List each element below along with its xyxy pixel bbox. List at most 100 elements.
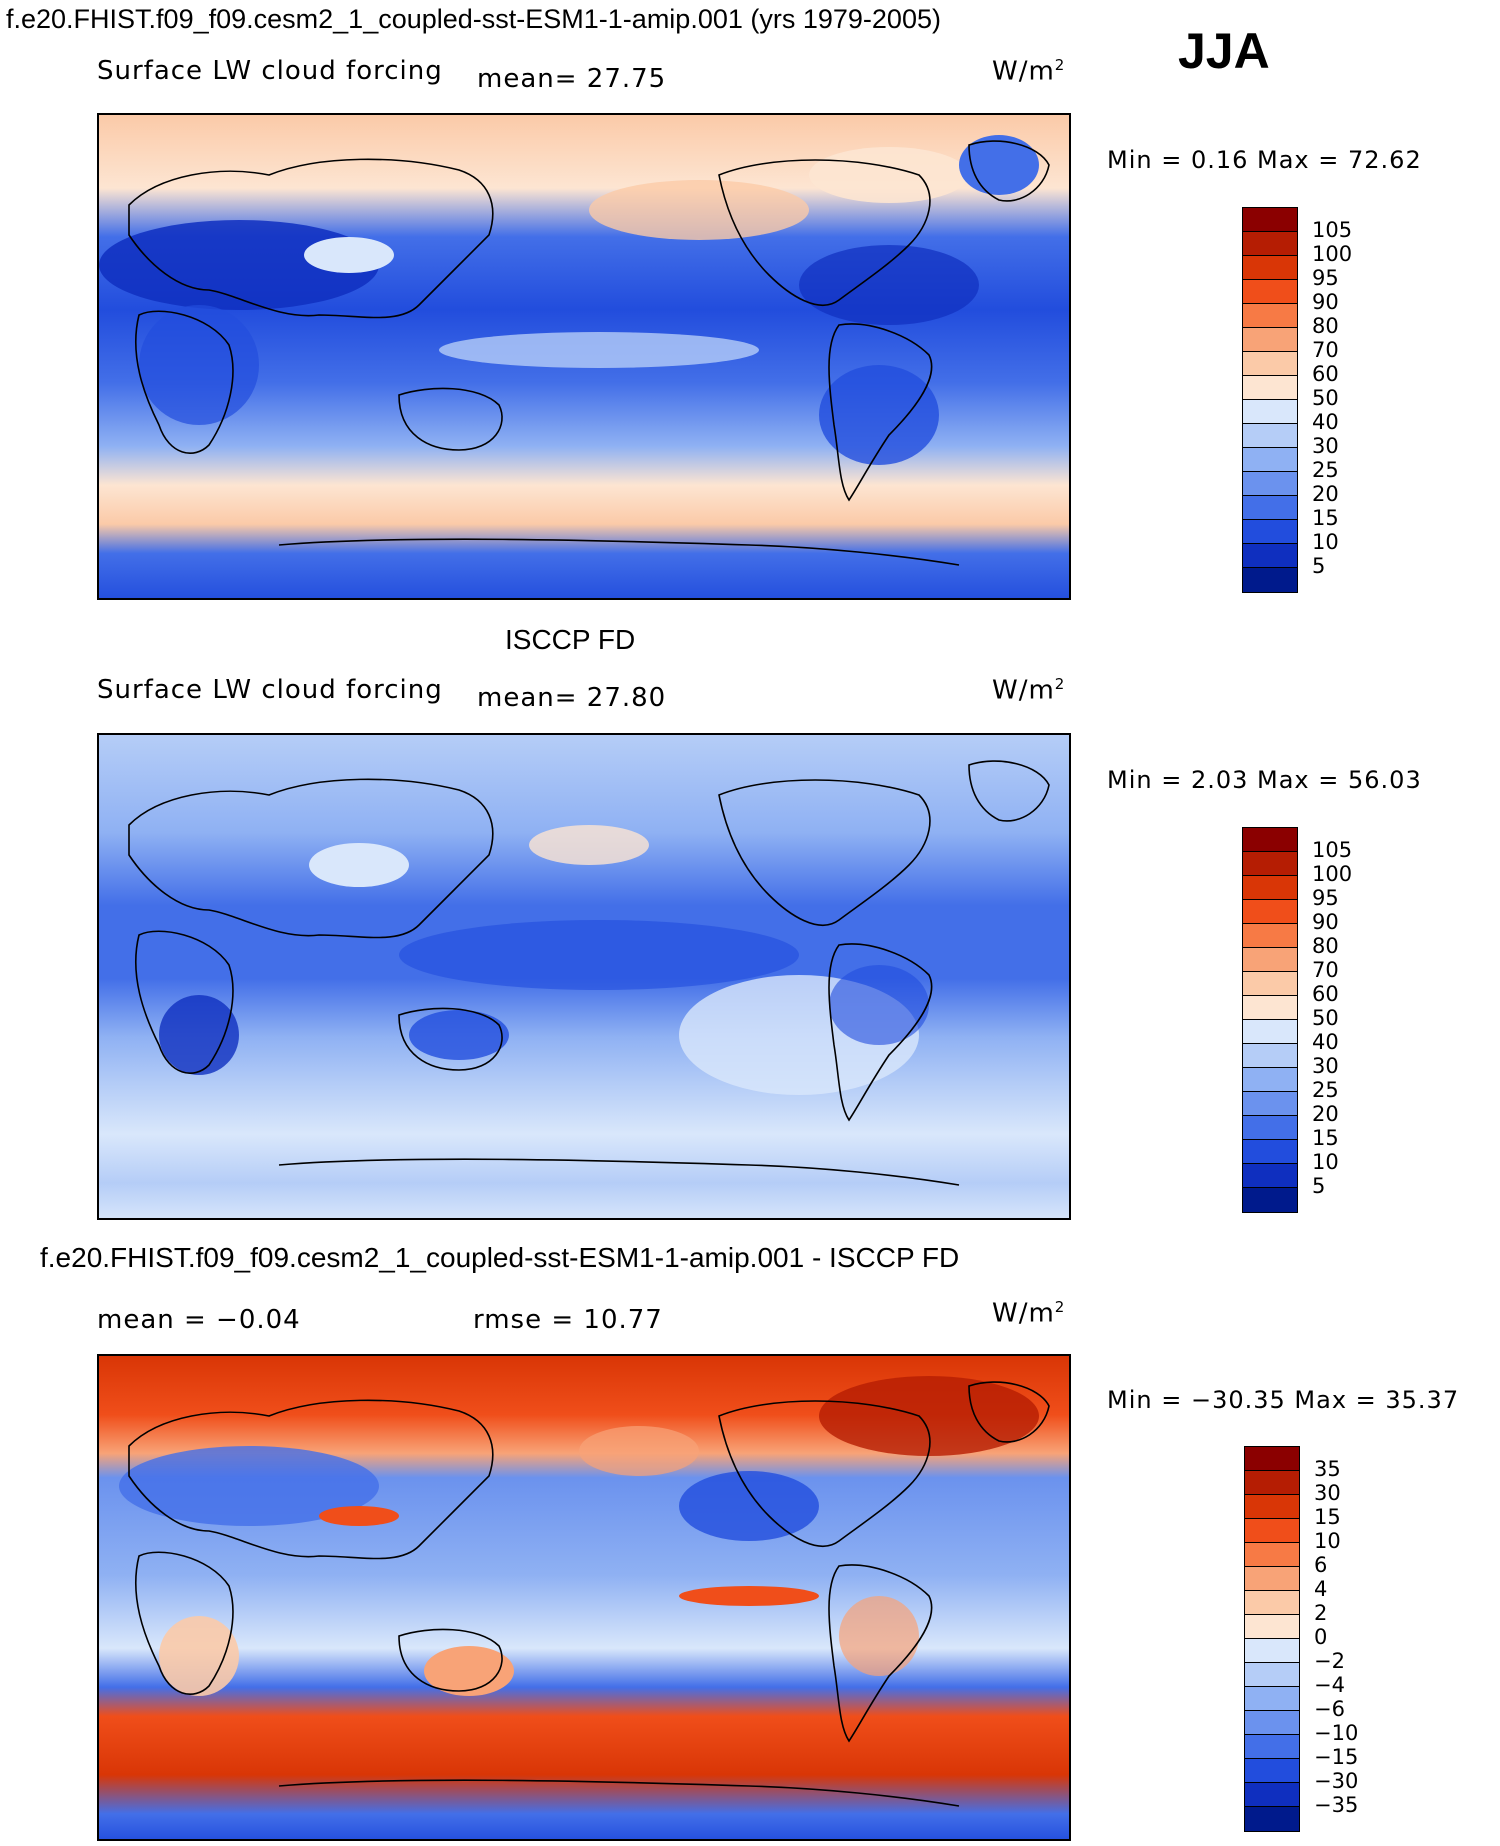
panel1-cb-label-10: 25 xyxy=(1312,458,1339,482)
panel1-blob-africa xyxy=(139,305,259,425)
panel3-cb-box-15 xyxy=(1245,1807,1299,1831)
panel1-cb-label-1: 100 xyxy=(1312,242,1353,266)
panel3-cb-box-11 xyxy=(1245,1711,1299,1735)
panel2-blob-tropics xyxy=(399,920,799,990)
panel3-cb-label-1: 30 xyxy=(1314,1481,1341,1505)
panel1-cb-label-3: 90 xyxy=(1312,290,1339,314)
panel3-cb-label-7: 0 xyxy=(1314,1625,1328,1649)
panel1-cb-label-7: 50 xyxy=(1312,386,1339,410)
panel1-mean: mean= 27.75 xyxy=(477,64,667,94)
panel1-cb-box-12 xyxy=(1243,496,1297,520)
panel1-cb-label-0: 105 xyxy=(1312,218,1353,242)
panel1-colorbar xyxy=(1242,207,1298,593)
panel2-cb-box-7 xyxy=(1243,996,1297,1020)
panel3-rmse: rmse = 10.77 xyxy=(473,1305,663,1335)
panel2-cb-box-0 xyxy=(1243,828,1297,852)
panel2-cb-label-1: 100 xyxy=(1312,862,1353,886)
panel1-blob-north-america xyxy=(799,245,979,325)
panel3-cb-box-9 xyxy=(1245,1663,1299,1687)
panel3-cb-label-6: 2 xyxy=(1314,1601,1328,1625)
panel3-cb-box-6 xyxy=(1245,1591,1299,1615)
panel2-title: ISCCP FD xyxy=(505,624,636,655)
panel2-cb-box-8 xyxy=(1243,1020,1297,1044)
panel1-cb-box-6 xyxy=(1243,352,1297,376)
panel3-cb-box-5 xyxy=(1245,1567,1299,1591)
panel1-blob-pacific-band xyxy=(439,332,759,368)
panel2-cb-box-14 xyxy=(1243,1164,1297,1188)
panel2-coastlines xyxy=(128,760,1050,1186)
panel2-mean: mean= 27.80 xyxy=(477,683,667,713)
panel3-units-sup: 2 xyxy=(1054,1298,1066,1316)
panel2-cb-label-3: 90 xyxy=(1312,910,1339,934)
panel1-cb-box-8 xyxy=(1243,400,1297,424)
panel3-blob-eurasia xyxy=(119,1446,379,1526)
panel3-cb-box-14 xyxy=(1245,1783,1299,1807)
panel2-cb-box-13 xyxy=(1243,1140,1297,1164)
panel3-cb-box-1 xyxy=(1245,1471,1299,1495)
panel1-cb-label-13: 10 xyxy=(1312,530,1339,554)
panel3-cb-label-9: −4 xyxy=(1314,1673,1345,1697)
panel2-cb-label-12: 15 xyxy=(1312,1126,1339,1150)
panel3-cb-label-13: −30 xyxy=(1314,1769,1359,1793)
panel3-cb-box-0 xyxy=(1245,1447,1299,1471)
panel2-units: W/m2 xyxy=(992,675,1065,706)
panel3-cb-box-13 xyxy=(1245,1759,1299,1783)
panel3-cb-box-4 xyxy=(1245,1543,1299,1567)
panel3-cb-label-2: 15 xyxy=(1314,1505,1341,1529)
panel2-blob-africa xyxy=(159,995,239,1075)
panel2-blob-tibet xyxy=(309,843,409,887)
panel3-cb-box-7 xyxy=(1245,1615,1299,1639)
panel3-cb-box-2 xyxy=(1245,1495,1299,1519)
main-title: f.e20.FHIST.f09_f09.cesm2_1_coupled-sst-… xyxy=(6,4,941,34)
panel1-cb-box-13 xyxy=(1243,520,1297,544)
panel3-units: W/m2 xyxy=(992,1298,1065,1329)
panel1-cb-box-10 xyxy=(1243,448,1297,472)
panel2-map-svg xyxy=(99,735,1069,1218)
panel1-map-svg xyxy=(99,115,1069,598)
panel2-cb-label-6: 60 xyxy=(1312,982,1339,1006)
panel2-map xyxy=(97,733,1071,1220)
panel2-cb-box-1 xyxy=(1243,852,1297,876)
panel2-blob-south-america xyxy=(829,965,929,1045)
panel2-cb-box-15 xyxy=(1243,1188,1297,1212)
panel3-cb-label-5: 4 xyxy=(1314,1577,1328,1601)
panel1-cb-box-11 xyxy=(1243,472,1297,496)
panel3-cb-box-8 xyxy=(1245,1639,1299,1663)
panel2-units-base: W/m xyxy=(992,675,1055,706)
panel1-cb-box-3 xyxy=(1243,280,1297,304)
panel3-cb-box-10 xyxy=(1245,1687,1299,1711)
panel1-units-sup: 2 xyxy=(1054,56,1066,74)
panel2-cb-box-6 xyxy=(1243,972,1297,996)
panel1-cb-label-9: 30 xyxy=(1312,434,1339,458)
panel1-cb-box-4 xyxy=(1243,304,1297,328)
panel2-cb-label-2: 95 xyxy=(1312,886,1339,910)
panel1-cb-label-2: 95 xyxy=(1312,266,1339,290)
panel2-cb-box-4 xyxy=(1243,924,1297,948)
panel1-cb-label-14: 5 xyxy=(1312,554,1326,578)
panel2-cb-box-2 xyxy=(1243,876,1297,900)
panel2-cb-label-11: 20 xyxy=(1312,1102,1339,1126)
panel2-cb-label-10: 25 xyxy=(1312,1078,1339,1102)
panel2-units-sup: 2 xyxy=(1054,675,1066,693)
panel1-cb-box-9 xyxy=(1243,424,1297,448)
panel1-cb-box-5 xyxy=(1243,328,1297,352)
panel1-blob-tibet xyxy=(304,237,394,273)
panel3-cb-label-4: 6 xyxy=(1314,1553,1328,1577)
panel2-cb-label-0: 105 xyxy=(1312,838,1353,862)
panel2-cb-label-9: 30 xyxy=(1312,1054,1339,1078)
panel3-cb-box-3 xyxy=(1245,1519,1299,1543)
panel2-cb-label-8: 40 xyxy=(1312,1030,1339,1054)
panel3-blob-australia xyxy=(424,1646,514,1696)
panel3-title: f.e20.FHIST.f09_f09.cesm2_1_coupled-sst-… xyxy=(40,1242,960,1273)
panel1-cb-box-14 xyxy=(1243,544,1297,568)
panel3-cb-label-10: −6 xyxy=(1314,1697,1345,1721)
panel1-cb-box-1 xyxy=(1243,232,1297,256)
panel2-cb-label-14: 5 xyxy=(1312,1174,1326,1198)
panel3-map xyxy=(97,1354,1071,1841)
panel2-cb-label-5: 70 xyxy=(1312,958,1339,982)
panel3-blob-north-pacific xyxy=(579,1426,699,1476)
panel1-cb-label-12: 15 xyxy=(1312,506,1339,530)
panel2-cb-box-10 xyxy=(1243,1068,1297,1092)
panel3-blob-itcz xyxy=(679,1586,819,1606)
panel1-cb-label-8: 40 xyxy=(1312,410,1339,434)
